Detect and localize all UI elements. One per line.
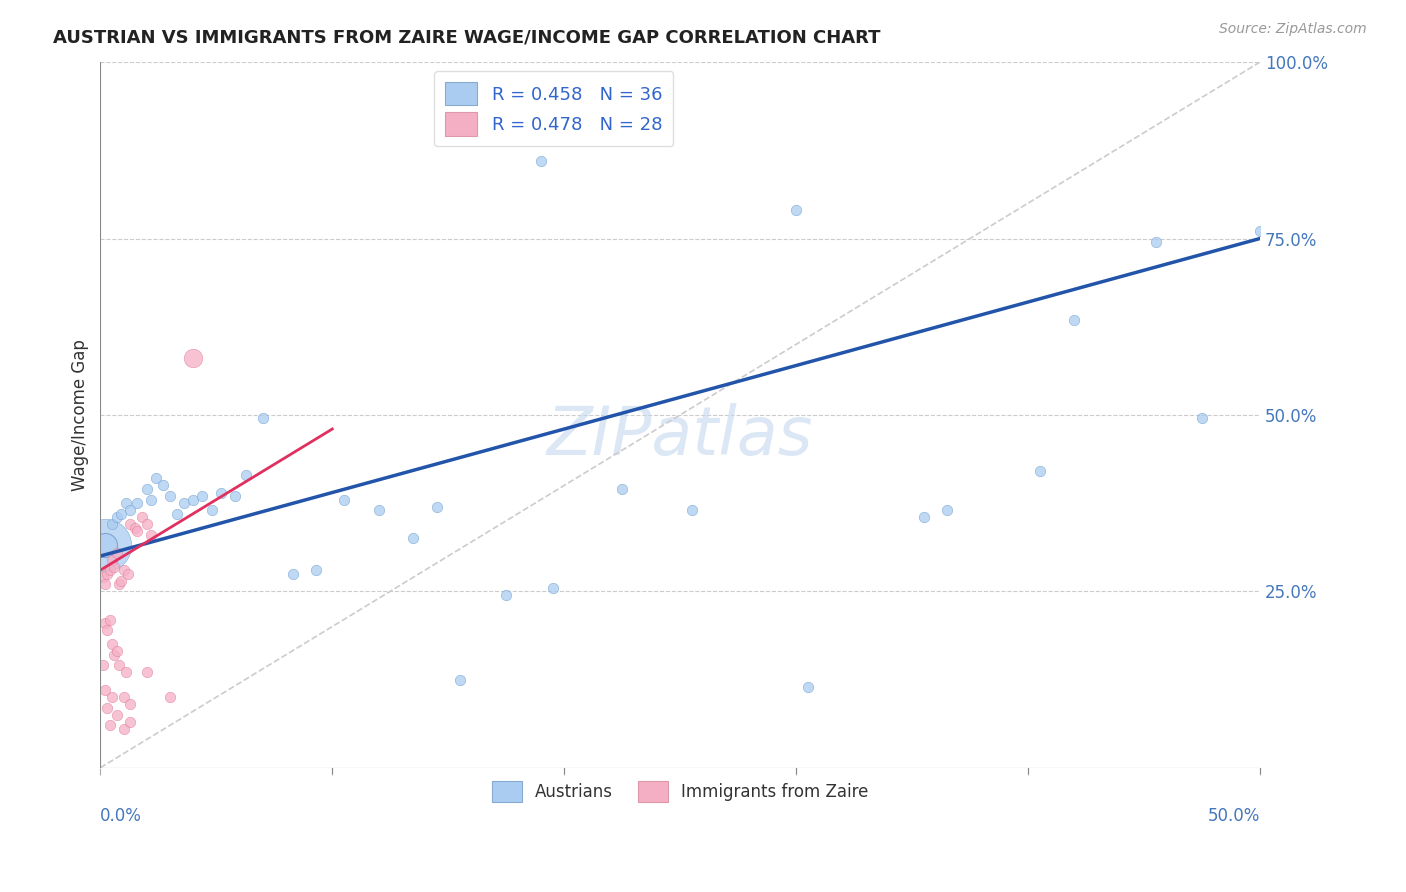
Point: [402, 532, 425, 546]
Point: [101, 637, 124, 651]
Point: [785, 203, 807, 218]
Point: [159, 489, 181, 503]
Point: [117, 566, 139, 581]
Point: [135, 482, 157, 496]
Point: [105, 510, 128, 524]
Point: [935, 503, 957, 517]
Point: [94, 577, 117, 591]
Point: [166, 507, 188, 521]
Point: [94, 616, 117, 631]
Point: [94, 538, 117, 552]
Point: [120, 517, 142, 532]
Text: AUSTRIAN VS IMMIGRANTS FROM ZAIRE WAGE/INCOME GAP CORRELATION CHART: AUSTRIAN VS IMMIGRANTS FROM ZAIRE WAGE/I…: [53, 29, 882, 46]
Point: [120, 697, 142, 711]
Point: [1028, 464, 1050, 478]
Point: [124, 521, 146, 535]
Point: [94, 683, 117, 698]
Point: [530, 153, 553, 168]
Point: [115, 496, 138, 510]
Point: [495, 588, 517, 602]
Point: [159, 690, 181, 705]
Point: [94, 538, 117, 552]
Point: [141, 528, 163, 542]
Point: [610, 482, 633, 496]
Point: [110, 507, 132, 521]
Point: [103, 559, 125, 574]
Text: Source: ZipAtlas.com: Source: ZipAtlas.com: [1219, 22, 1367, 37]
Point: [96, 623, 118, 637]
Point: [105, 707, 128, 722]
Point: [91, 658, 114, 673]
Point: [191, 489, 214, 503]
Point: [541, 581, 564, 595]
Point: [101, 517, 124, 532]
Point: [131, 510, 153, 524]
Point: [101, 690, 124, 705]
Point: [91, 570, 114, 584]
Point: [426, 500, 449, 514]
Point: [110, 574, 132, 588]
Point: [201, 503, 224, 517]
Point: [108, 577, 131, 591]
Point: [96, 700, 118, 714]
Point: [1144, 235, 1167, 249]
Point: [127, 524, 149, 539]
Point: [173, 496, 195, 510]
Point: [152, 478, 174, 492]
Point: [1191, 411, 1213, 425]
Point: [98, 613, 121, 627]
Point: [112, 563, 135, 577]
Point: [112, 722, 135, 736]
Point: [181, 492, 204, 507]
Point: [449, 673, 471, 687]
Point: [367, 503, 389, 517]
Point: [681, 503, 703, 517]
Point: [108, 658, 131, 673]
Point: [796, 680, 818, 694]
Point: [127, 496, 149, 510]
Text: 0.0%: 0.0%: [100, 806, 142, 824]
Point: [252, 411, 274, 425]
Y-axis label: Wage/Income Gap: Wage/Income Gap: [72, 339, 89, 491]
Point: [181, 351, 204, 366]
Point: [101, 552, 124, 566]
Point: [135, 517, 157, 532]
Point: [333, 492, 356, 507]
Point: [120, 714, 142, 729]
Point: [912, 510, 935, 524]
Point: [96, 566, 118, 581]
Point: [120, 503, 142, 517]
Point: [98, 718, 121, 732]
Point: [1063, 312, 1085, 326]
Legend: Austrians, Immigrants from Zaire: Austrians, Immigrants from Zaire: [485, 774, 876, 809]
Point: [235, 467, 257, 482]
Point: [103, 648, 125, 662]
Point: [105, 545, 128, 559]
Text: 50.0%: 50.0%: [1208, 806, 1260, 824]
Point: [224, 489, 246, 503]
Point: [98, 563, 121, 577]
Point: [1249, 225, 1271, 239]
Point: [145, 471, 167, 485]
Text: ZIPatlas: ZIPatlas: [547, 403, 813, 469]
Point: [105, 644, 128, 658]
Point: [115, 665, 138, 680]
Point: [209, 485, 232, 500]
Point: [135, 665, 157, 680]
Point: [281, 566, 304, 581]
Point: [141, 492, 163, 507]
Point: [305, 563, 328, 577]
Point: [112, 690, 135, 705]
